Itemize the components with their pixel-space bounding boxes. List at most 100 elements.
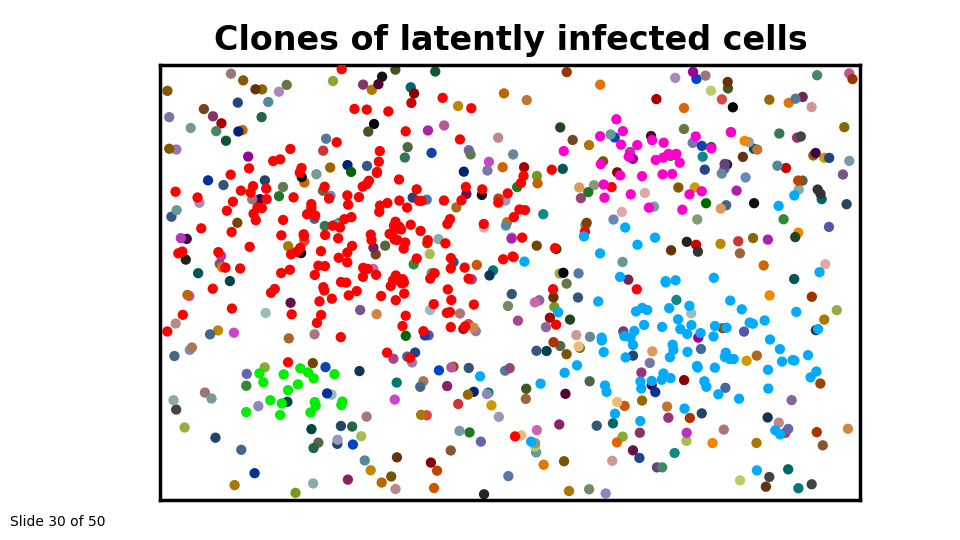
Point: [239, 369, 254, 378]
Point: [427, 269, 443, 278]
Point: [644, 136, 660, 145]
Point: [239, 381, 254, 390]
Point: [663, 374, 679, 382]
Point: [286, 193, 301, 201]
Point: [332, 223, 348, 232]
Point: [319, 134, 334, 143]
Point: [276, 215, 291, 224]
Point: [218, 264, 233, 272]
Point: [781, 98, 797, 107]
Point: [222, 277, 237, 286]
Point: [464, 104, 479, 112]
Point: [698, 71, 713, 80]
Point: [225, 304, 240, 313]
Point: [745, 234, 760, 242]
Point: [559, 350, 574, 359]
Point: [326, 370, 342, 379]
Point: [517, 206, 533, 214]
Point: [497, 196, 513, 205]
Point: [292, 168, 307, 177]
Point: [296, 230, 311, 239]
Point: [387, 395, 402, 404]
Point: [246, 210, 261, 218]
Point: [159, 327, 175, 336]
Point: [293, 244, 308, 252]
Point: [282, 145, 298, 153]
Point: [399, 203, 415, 212]
Point: [557, 457, 572, 465]
Point: [440, 220, 455, 228]
Point: [679, 238, 694, 246]
Point: [210, 248, 226, 256]
Point: [372, 147, 388, 156]
Point: [840, 424, 855, 433]
Point: [810, 185, 826, 194]
Point: [361, 127, 376, 136]
Point: [605, 456, 620, 465]
Point: [345, 422, 360, 431]
Point: [392, 222, 407, 231]
Point: [472, 372, 488, 381]
Point: [539, 347, 554, 355]
Point: [729, 186, 744, 195]
Point: [809, 71, 825, 79]
Point: [641, 204, 657, 212]
Point: [297, 178, 312, 187]
Point: [437, 121, 452, 130]
Point: [779, 164, 794, 172]
Point: [168, 319, 183, 328]
Point: [836, 123, 852, 132]
Point: [668, 276, 684, 285]
Point: [474, 185, 490, 194]
Point: [610, 397, 625, 406]
Point: [708, 363, 723, 372]
Point: [516, 163, 532, 172]
Point: [324, 294, 340, 303]
Point: [379, 348, 395, 357]
Point: [313, 310, 328, 319]
Point: [723, 296, 738, 305]
Point: [167, 352, 182, 360]
Point: [263, 396, 278, 404]
Point: [476, 490, 492, 498]
Point: [552, 269, 567, 278]
Point: [716, 165, 732, 173]
Point: [224, 69, 239, 78]
Point: [238, 408, 253, 416]
Point: [645, 347, 660, 356]
Point: [615, 327, 631, 336]
Point: [224, 228, 239, 237]
Point: [842, 157, 857, 165]
Point: [273, 411, 288, 420]
Point: [402, 354, 418, 362]
Point: [671, 183, 686, 192]
Point: [351, 367, 367, 375]
Point: [450, 102, 466, 110]
Point: [340, 191, 355, 200]
Point: [589, 421, 605, 430]
Point: [335, 397, 350, 406]
Point: [749, 438, 764, 447]
Point: [813, 379, 828, 388]
Point: [529, 426, 544, 435]
Point: [778, 429, 793, 437]
Point: [690, 247, 706, 256]
Point: [322, 194, 337, 203]
Point: [414, 197, 429, 205]
Point: [689, 362, 705, 370]
Point: [324, 221, 340, 230]
Point: [762, 291, 778, 300]
Point: [791, 484, 806, 492]
Point: [596, 348, 612, 356]
Point: [444, 363, 459, 372]
Point: [201, 176, 216, 185]
Point: [420, 331, 436, 340]
Point: [656, 138, 671, 147]
Point: [297, 237, 312, 246]
Point: [499, 218, 515, 226]
Point: [344, 213, 359, 221]
Point: [486, 266, 501, 275]
Point: [372, 157, 387, 166]
Point: [461, 320, 476, 328]
Point: [634, 368, 649, 377]
